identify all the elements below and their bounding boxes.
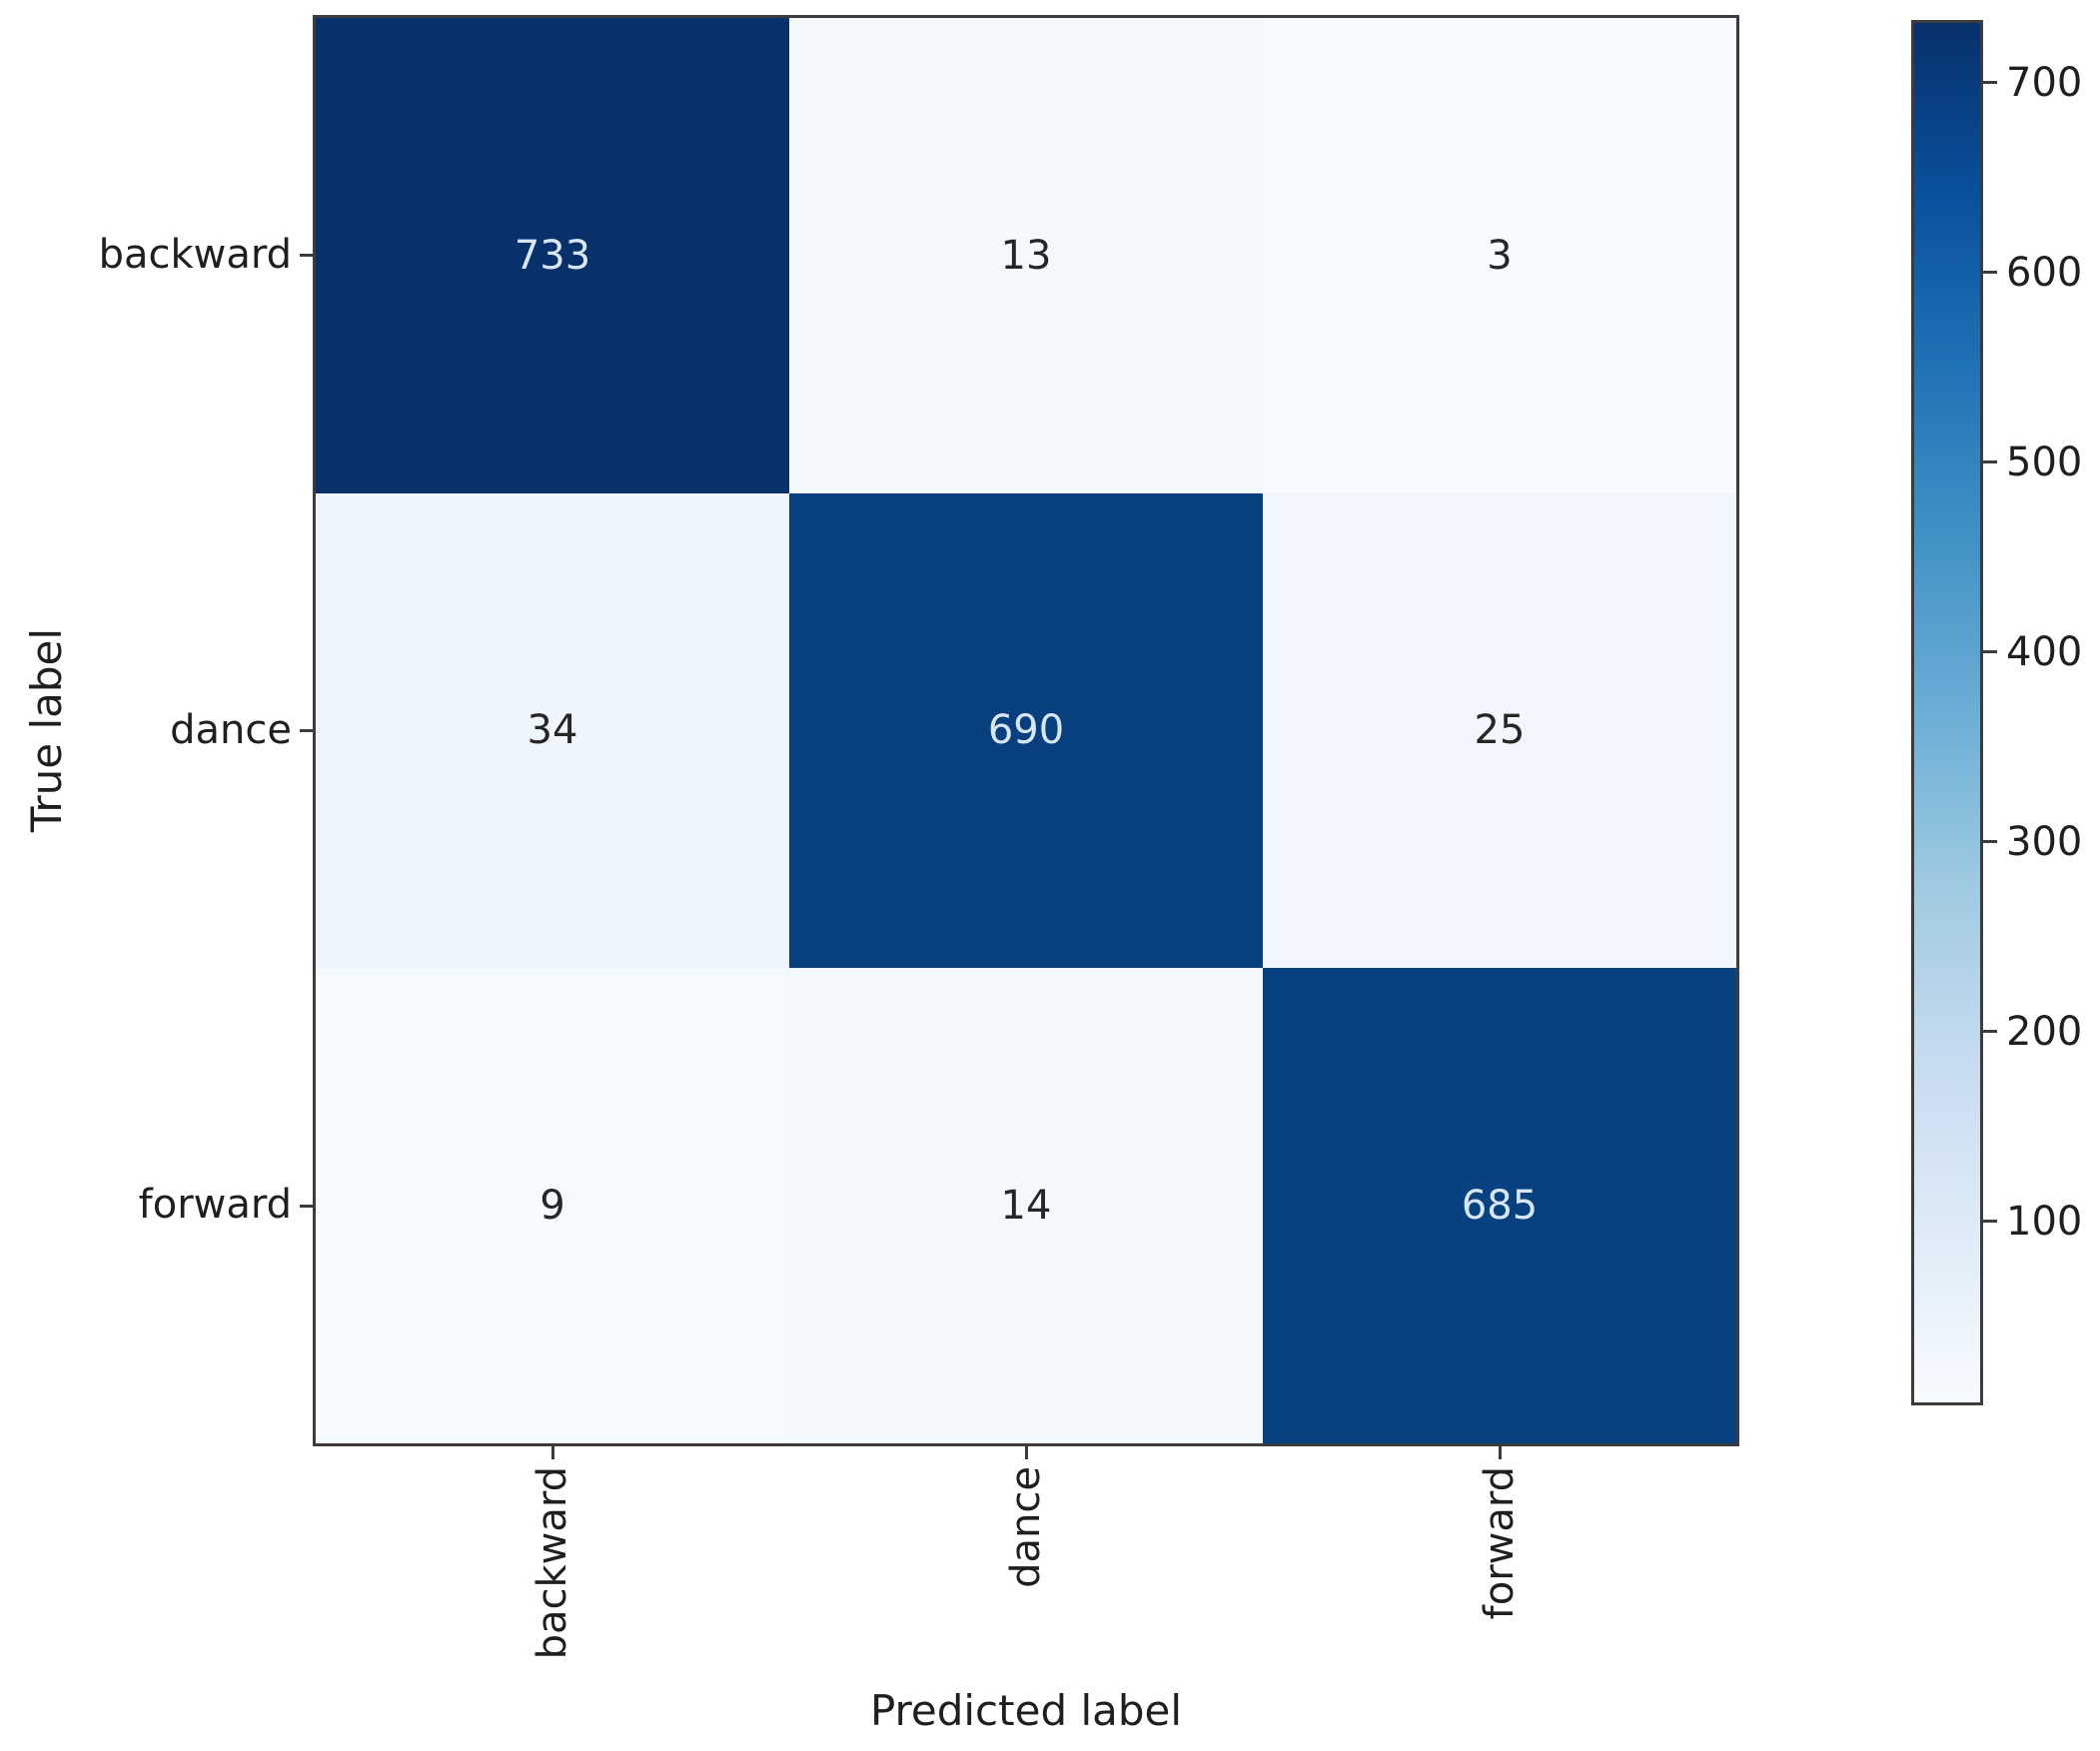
cell-value: 34 — [526, 707, 578, 754]
x-tick-mark — [550, 1446, 554, 1459]
heatmap-cell: 13 — [789, 18, 1263, 493]
colorbar-tick-label: 400 — [2006, 628, 2083, 675]
x-axis-title: Predicted label — [869, 1686, 1183, 1735]
cell-value: 13 — [1000, 232, 1052, 279]
x-tick-mark — [1024, 1446, 1028, 1459]
y-axis-title: True label — [22, 627, 71, 833]
y-tick-mark — [300, 1204, 313, 1208]
heatmap-cells: 733 13 3 34 690 25 9 14 685 — [316, 18, 1736, 1443]
heatmap-cell: 685 — [1263, 968, 1736, 1443]
colorbar-tick-mark — [1983, 650, 1997, 654]
cell-value: 690 — [987, 707, 1065, 754]
heatmap: 733 13 3 34 690 25 9 14 685 — [313, 15, 1739, 1446]
cell-value: 14 — [1000, 1183, 1052, 1230]
colorbar-tick-mark — [1983, 1220, 1997, 1224]
x-tick-label: dance — [1003, 1466, 1049, 1588]
heatmap-cell: 3 — [1263, 18, 1736, 493]
y-tick-mark — [300, 254, 313, 258]
heatmap-cell: 9 — [316, 968, 789, 1443]
cell-value: 733 — [514, 232, 591, 279]
y-tick-label: dance — [170, 706, 292, 753]
heatmap-cell: 34 — [316, 492, 789, 969]
heatmap-cell: 733 — [316, 18, 789, 493]
cell-value: 25 — [1474, 707, 1526, 754]
colorbar-tick-label: 700 — [2006, 59, 2083, 106]
y-tick-mark — [300, 729, 313, 732]
y-tick-label: forward — [138, 1182, 292, 1229]
colorbar-tick-label: 600 — [2006, 249, 2083, 296]
colorbar-tick-label: 500 — [2006, 438, 2083, 485]
cell-value: 3 — [1487, 232, 1513, 279]
colorbar-tick-mark — [1983, 1030, 1997, 1034]
x-tick-mark — [1498, 1446, 1502, 1459]
cell-value: 9 — [539, 1183, 565, 1230]
cell-value: 685 — [1461, 1183, 1539, 1230]
colorbar — [1911, 20, 1983, 1405]
y-tick-label: backward — [98, 231, 292, 278]
colorbar-tick-label: 200 — [2006, 1008, 2083, 1055]
heatmap-cell: 25 — [1263, 492, 1736, 969]
colorbar-tick-mark — [1983, 840, 1997, 844]
colorbar-tick-mark — [1983, 271, 1997, 275]
colorbar-tick-mark — [1983, 81, 1997, 85]
colorbar-tick-label: 300 — [2006, 818, 2083, 865]
heatmap-cell: 14 — [789, 968, 1263, 1443]
heatmap-cell: 690 — [789, 492, 1263, 969]
x-tick-label: backward — [529, 1466, 575, 1660]
x-tick-label: forward — [1477, 1466, 1523, 1620]
colorbar-tick-mark — [1983, 460, 1997, 464]
colorbar-tick-label: 100 — [2006, 1198, 2083, 1245]
